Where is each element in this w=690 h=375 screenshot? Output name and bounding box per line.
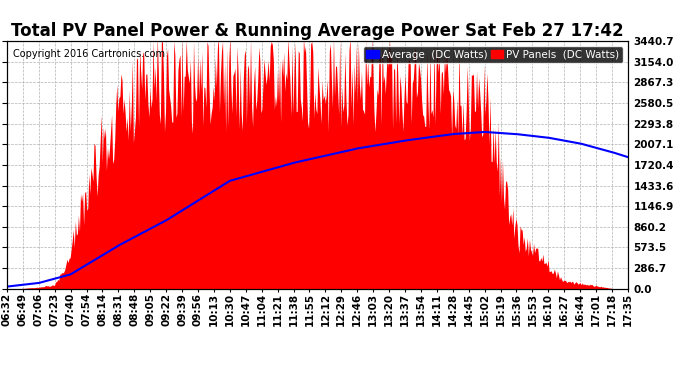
Title: Total PV Panel Power & Running Average Power Sat Feb 27 17:42: Total PV Panel Power & Running Average P…: [11, 22, 624, 40]
Text: Copyright 2016 Cartronics.com: Copyright 2016 Cartronics.com: [13, 49, 165, 58]
Legend: Average  (DC Watts), PV Panels  (DC Watts): Average (DC Watts), PV Panels (DC Watts): [364, 46, 622, 63]
